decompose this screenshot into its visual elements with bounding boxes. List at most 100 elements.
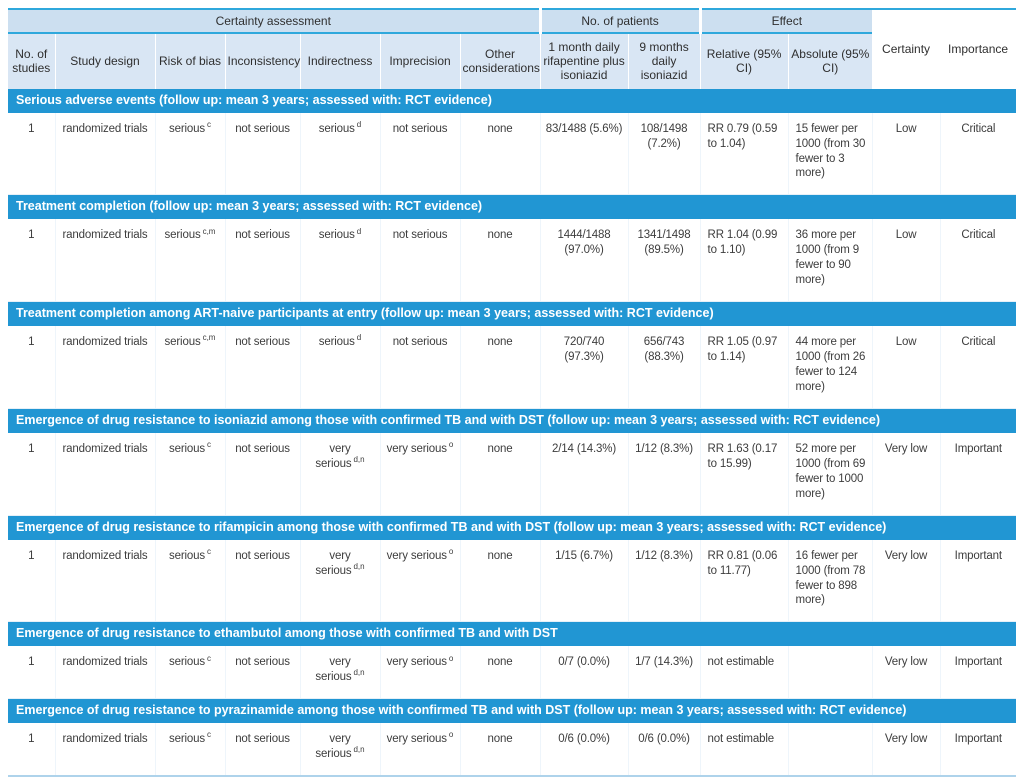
cell-imprecision: not serious <box>379 326 460 409</box>
cell-risk-of-bias: serious c <box>154 723 225 777</box>
cell-importance: Critical <box>939 326 1017 409</box>
cell-other-considerations: none <box>459 219 541 303</box>
cell-other-considerations: none <box>459 112 541 196</box>
footnote-marker: d <box>356 226 362 236</box>
cell-imprecision: very serious o <box>379 646 460 700</box>
cell-certainty: Low <box>871 326 941 409</box>
footnote-marker: o <box>448 440 454 450</box>
footnote-marker: c <box>207 730 212 740</box>
cell-other-considerations: none <box>459 539 541 623</box>
footnote-marker: o <box>448 653 454 663</box>
cell-rifapentine-isoniazid-events: 1444/1488 (97.0%) <box>539 219 629 303</box>
cell-isoniazid-events: 0/6 (0.0%) <box>627 723 701 777</box>
section-band: Treatment completion (follow up: mean 3 … <box>8 194 1017 220</box>
cell-rifapentine-isoniazid-events: 720/740 (97.3%) <box>539 326 629 409</box>
table-row: 1 randomized trials serious c not serious ver… <box>8 432 1017 516</box>
cell-imprecision: very serious o <box>379 432 460 516</box>
cell-inconsistency: not serious <box>224 326 300 409</box>
cell-importance: Critical <box>939 219 1017 303</box>
cell-isoniazid-events: 108/1498 (7.2%) <box>627 112 701 196</box>
column-header-indirectness: Indirectness <box>299 33 380 89</box>
cell-risk-of-bias: serious c,m <box>154 219 225 303</box>
cell-certainty: Very low <box>871 646 941 700</box>
cell-absolute-effect: 52 more per 1000 (from 69 fewer to 1000 … <box>787 432 873 516</box>
cell-study-design: randomized trials <box>54 326 155 409</box>
section-title: Emergence of drug resistance to rifampic… <box>8 515 1017 540</box>
cell-inconsistency: not serious <box>224 646 300 700</box>
cell-no-of-studies: 1 <box>8 723 55 777</box>
cell-indirectness: very serious d,n <box>299 723 380 777</box>
cell-rifapentine-isoniazid-events: 1/15 (6.7%) <box>539 539 629 623</box>
section-band: Emergence of drug resistance to rifampic… <box>8 515 1017 540</box>
section-title: Emergence of drug resistance to pyrazina… <box>8 698 1017 724</box>
cell-inconsistency: not serious <box>224 219 300 303</box>
footnote-marker: c,m <box>202 333 216 343</box>
section-band: Treatment completion among ART-naive par… <box>8 301 1017 327</box>
table-row: 1 randomized trials serious c not serious ver… <box>8 539 1017 623</box>
cell-certainty: Very low <box>871 432 941 516</box>
cell-inconsistency: not serious <box>224 723 300 777</box>
cell-relative-effect: RR 1.05 (0.97 to 1.14) <box>699 326 789 409</box>
cell-relative-effect: RR 1.04 (0.99 to 1.10) <box>699 219 789 303</box>
cell-imprecision: very serious o <box>379 539 460 623</box>
cell-absolute-effect <box>787 723 873 777</box>
cell-absolute-effect: 36 more per 1000 (from 9 fewer to 90 mor… <box>787 219 873 303</box>
cell-isoniazid-events: 656/743 (88.3%) <box>627 326 701 409</box>
cell-indirectness: serious d <box>299 219 380 303</box>
section-title: Treatment completion among ART-naive par… <box>8 301 1017 327</box>
cell-risk-of-bias: serious c <box>154 539 225 623</box>
table-row: 1 randomized trials serious c,m not serious s… <box>8 219 1017 303</box>
section-title: Treatment completion (follow up: mean 3 … <box>8 194 1017 220</box>
cell-absolute-effect: 44 more per 1000 (from 26 fewer to 124 m… <box>787 326 873 409</box>
cell-absolute-effect: 15 fewer per 1000 (from 30 fewer to 3 mo… <box>787 112 873 196</box>
cell-no-of-studies: 1 <box>8 219 55 303</box>
footnote-marker: c <box>207 119 212 129</box>
group-header-1: No. of patients <box>540 9 702 35</box>
table-header: Certainty assessment No. of patients Effec… <box>8 9 1017 89</box>
group-header-0: Certainty assessment <box>8 9 542 35</box>
group-header-2: Effect <box>700 9 873 35</box>
cell-other-considerations: none <box>459 432 541 516</box>
footnote-marker: d <box>356 333 362 343</box>
cell-other-considerations: none <box>459 646 541 700</box>
cell-study-design: randomized trials <box>54 219 155 303</box>
cell-relative-effect: RR 0.79 (0.59 to 1.04) <box>699 112 789 196</box>
grade-evidence-table: Certainty assessment No. of patients Effec… <box>8 8 1017 777</box>
cell-rifapentine-isoniazid-events: 0/6 (0.0%) <box>539 723 629 777</box>
footnote-marker: d,n <box>353 454 365 464</box>
footnote-marker: o <box>448 546 454 556</box>
footnote-marker: c <box>207 546 212 556</box>
cell-rifapentine-isoniazid-events: 0/7 (0.0%) <box>539 646 629 700</box>
cell-importance: Important <box>939 539 1017 623</box>
table-body: Serious adverse events (follow up: mean … <box>8 88 1017 777</box>
cell-inconsistency: not serious <box>224 432 300 516</box>
section-band: Serious adverse events (follow up: mean … <box>8 88 1017 113</box>
cell-indirectness: very serious d,n <box>299 646 380 700</box>
cell-no-of-studies: 1 <box>8 432 55 516</box>
section-title: Serious adverse events (follow up: mean … <box>8 88 1017 113</box>
cell-inconsistency: not serious <box>224 539 300 623</box>
footnote-marker: d,n <box>353 668 365 678</box>
cell-imprecision: very serious o <box>379 723 460 777</box>
cell-risk-of-bias: serious c,m <box>154 326 225 409</box>
column-header-inconsistency: Inconsistency <box>224 33 300 89</box>
footnote-marker: c <box>207 653 212 663</box>
cell-rifapentine-isoniazid-events: 83/1488 (5.6%) <box>539 112 629 196</box>
table-row: 1 randomized trials serious c not serious ser… <box>8 112 1017 196</box>
column-header-study-design: Study design <box>54 33 155 89</box>
footnote-marker: d,n <box>353 745 365 755</box>
cell-risk-of-bias: serious c <box>154 432 225 516</box>
cell-importance: Important <box>939 646 1017 700</box>
cell-inconsistency: not serious <box>224 112 300 196</box>
cell-isoniazid-events: 1/12 (8.3%) <box>627 539 701 623</box>
cell-relative-effect: not estimable <box>699 646 789 700</box>
column-header-relative-effect: Relative (95% CI) <box>699 33 789 89</box>
cell-imprecision: not serious <box>379 219 460 303</box>
cell-indirectness: serious d <box>299 326 380 409</box>
column-header-no-of-studies: No. of studies <box>8 33 55 89</box>
cell-importance: Important <box>939 723 1017 777</box>
footnote-marker: c,m <box>202 226 216 236</box>
cell-study-design: randomized trials <box>54 723 155 777</box>
cell-no-of-studies: 1 <box>8 326 55 409</box>
column-header-certainty: Certainty <box>872 9 941 89</box>
